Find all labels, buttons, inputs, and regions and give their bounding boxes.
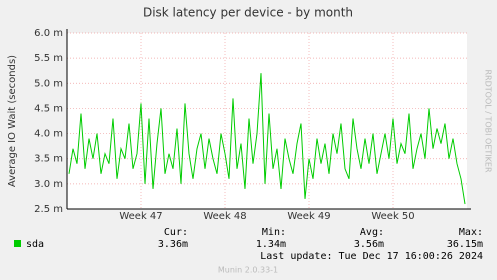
y-tick-label: 4.0 m (34, 129, 63, 140)
side-text: RRDTOOL / TOBI OETIKER (484, 69, 493, 172)
y-tick-label: 4.5 m (34, 103, 63, 114)
legend-stat-value: 3.36m (158, 239, 188, 250)
legend-stat-value: 36.15m (447, 239, 483, 250)
y-tick-label: 6.0 m (34, 28, 63, 39)
y-tick-label: 2.5 m (34, 204, 63, 215)
x-tick-label: Week 48 (203, 211, 246, 222)
credit: Munin 2.0.33-1 (218, 266, 278, 275)
y-tick-label: 5.0 m (34, 78, 63, 89)
y-tick-label: 3.0 m (34, 179, 63, 190)
legend-stat-header: Max: (459, 227, 483, 238)
legend-stat-value: 3.56m (354, 239, 384, 250)
last-update: Last update: Tue Dec 17 16:00:26 2024 (260, 251, 483, 262)
y-axis-label: Average IO Wait (seconds) (7, 55, 18, 187)
line-series (68, 73, 466, 205)
y-tick-label: 3.5 m (34, 154, 63, 165)
x-tick-label: Week 50 (371, 211, 414, 222)
legend-stat-header: Avg: (360, 227, 384, 238)
legend-label: sda (26, 239, 44, 250)
legend-stat-header: Min: (262, 227, 286, 238)
chart-title: Disk latency per device - by month (143, 6, 353, 20)
x-tick-label: Week 49 (287, 211, 330, 222)
y-tick-label: 5.5 m (34, 53, 63, 64)
x-tick-label: Week 47 (119, 211, 162, 222)
plot-area (67, 33, 467, 209)
legend-stat-value: 1.34m (256, 239, 286, 250)
legend-stat-header: Cur: (164, 227, 188, 238)
legend-swatch (14, 240, 21, 247)
